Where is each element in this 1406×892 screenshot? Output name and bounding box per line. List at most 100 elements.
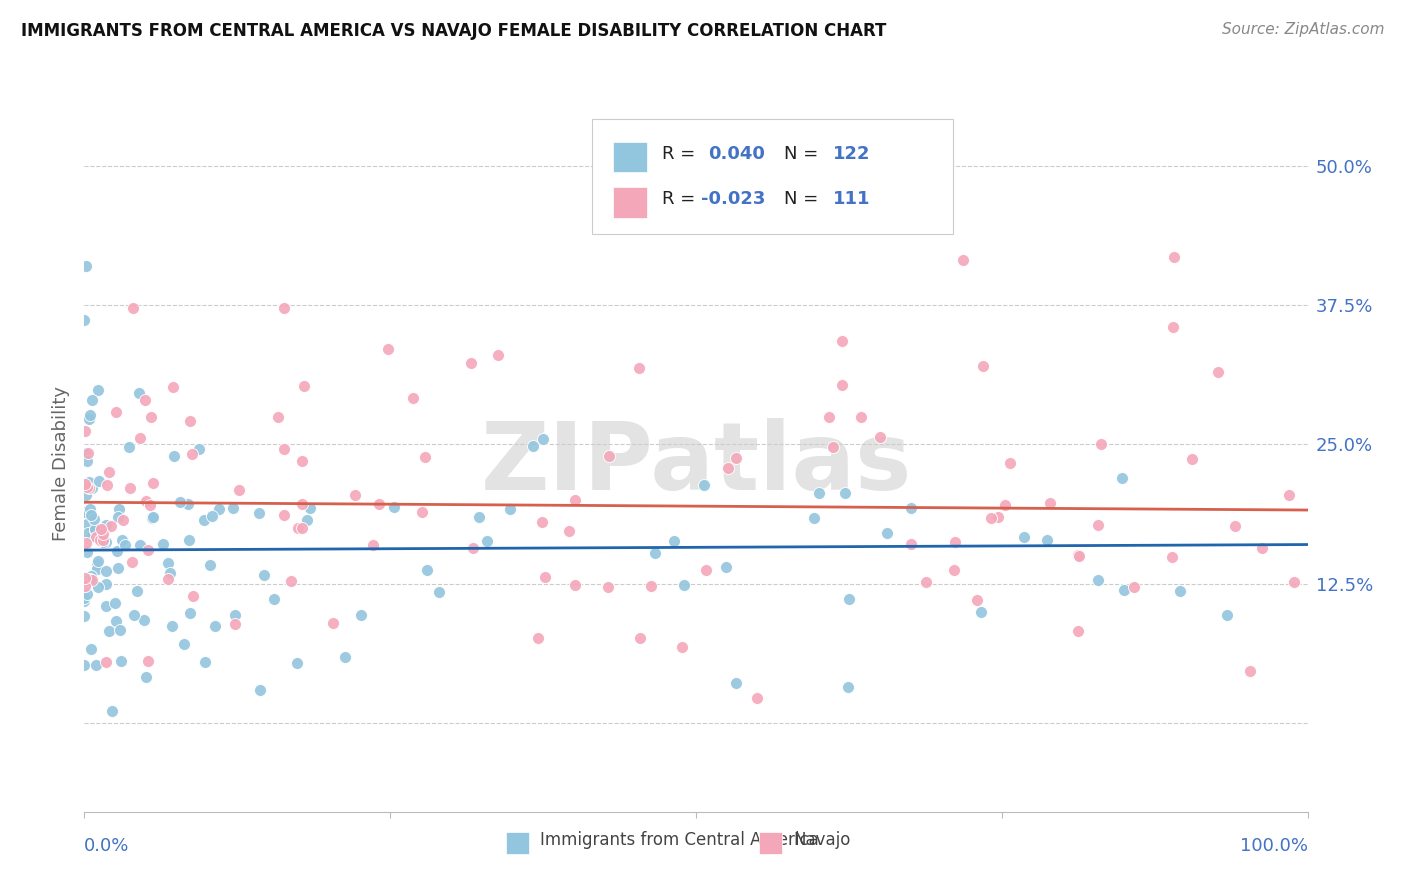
Point	[118, 441, 141, 455]
Point	[204, 619, 226, 633]
Point	[980, 510, 1002, 524]
Point	[460, 356, 482, 370]
Point	[1161, 320, 1184, 334]
Point	[598, 450, 620, 464]
Point	[79, 408, 101, 422]
Point	[273, 508, 295, 522]
Point	[499, 501, 522, 516]
Point	[105, 405, 128, 419]
Point	[247, 506, 270, 520]
Point	[80, 393, 103, 408]
Point	[73, 579, 96, 593]
Point	[1168, 584, 1191, 599]
Point	[136, 543, 159, 558]
Point	[77, 481, 100, 495]
Point	[96, 478, 118, 492]
Point	[86, 557, 108, 571]
Point	[162, 380, 184, 394]
Point	[173, 637, 195, 651]
Point	[416, 563, 439, 577]
Point	[1123, 580, 1146, 594]
Point	[94, 564, 117, 578]
Point	[803, 511, 825, 525]
Point	[531, 432, 554, 446]
Point	[179, 607, 201, 621]
Point	[475, 533, 498, 548]
Point	[1160, 550, 1182, 565]
Point	[292, 379, 315, 393]
Point	[361, 538, 384, 552]
Point	[534, 570, 557, 584]
Point	[368, 497, 391, 511]
Point	[291, 454, 314, 468]
Point	[120, 481, 142, 495]
Point	[96, 655, 118, 669]
Text: 100.0%: 100.0%	[1240, 837, 1308, 855]
Point	[972, 359, 994, 373]
Point	[98, 465, 121, 479]
Point	[96, 599, 118, 613]
Point	[105, 614, 128, 628]
Point	[86, 530, 108, 544]
Point	[467, 510, 489, 524]
Text: 111: 111	[832, 191, 870, 209]
Point	[125, 583, 148, 598]
Point	[104, 596, 127, 610]
Point	[100, 704, 122, 718]
Point	[253, 568, 276, 582]
Point	[86, 554, 108, 568]
Point	[628, 631, 651, 645]
Point	[94, 535, 117, 549]
Point	[80, 508, 103, 522]
Point	[198, 558, 221, 573]
Point	[107, 510, 129, 524]
Point	[162, 450, 184, 464]
Point	[837, 680, 859, 694]
Point	[169, 495, 191, 509]
Point	[87, 580, 110, 594]
Point	[80, 642, 103, 657]
Point	[671, 640, 693, 654]
Point	[640, 579, 662, 593]
Text: R =: R =	[662, 191, 700, 209]
Point	[747, 690, 769, 705]
Point	[1039, 496, 1062, 510]
Point	[1111, 470, 1133, 484]
Point	[1284, 574, 1306, 589]
Point	[76, 454, 98, 468]
Point	[73, 591, 96, 605]
Point	[76, 587, 98, 601]
Point	[73, 446, 96, 460]
Point	[142, 509, 165, 524]
Point	[77, 446, 100, 460]
Point	[1087, 518, 1109, 533]
Point	[73, 424, 96, 438]
Text: N =: N =	[785, 145, 824, 163]
Point	[160, 619, 183, 633]
Point	[869, 430, 891, 444]
Point	[1181, 452, 1204, 467]
Point	[156, 572, 179, 586]
Point	[249, 683, 271, 698]
Point	[402, 391, 425, 405]
Point	[91, 533, 114, 548]
Point	[177, 533, 200, 548]
Point	[136, 654, 159, 668]
Point	[121, 301, 143, 316]
Point	[84, 524, 107, 538]
Point	[1069, 549, 1091, 564]
Point	[87, 474, 110, 488]
Point	[76, 545, 98, 559]
Point	[1067, 548, 1090, 562]
Point	[350, 607, 373, 622]
Point	[222, 501, 245, 516]
Text: 122: 122	[832, 145, 870, 163]
Point	[952, 253, 974, 268]
Point	[598, 581, 620, 595]
Point	[83, 522, 105, 536]
Point	[564, 492, 586, 507]
Point	[75, 536, 97, 550]
Text: R =: R =	[662, 145, 700, 163]
Point	[89, 533, 111, 547]
Point	[915, 574, 938, 589]
